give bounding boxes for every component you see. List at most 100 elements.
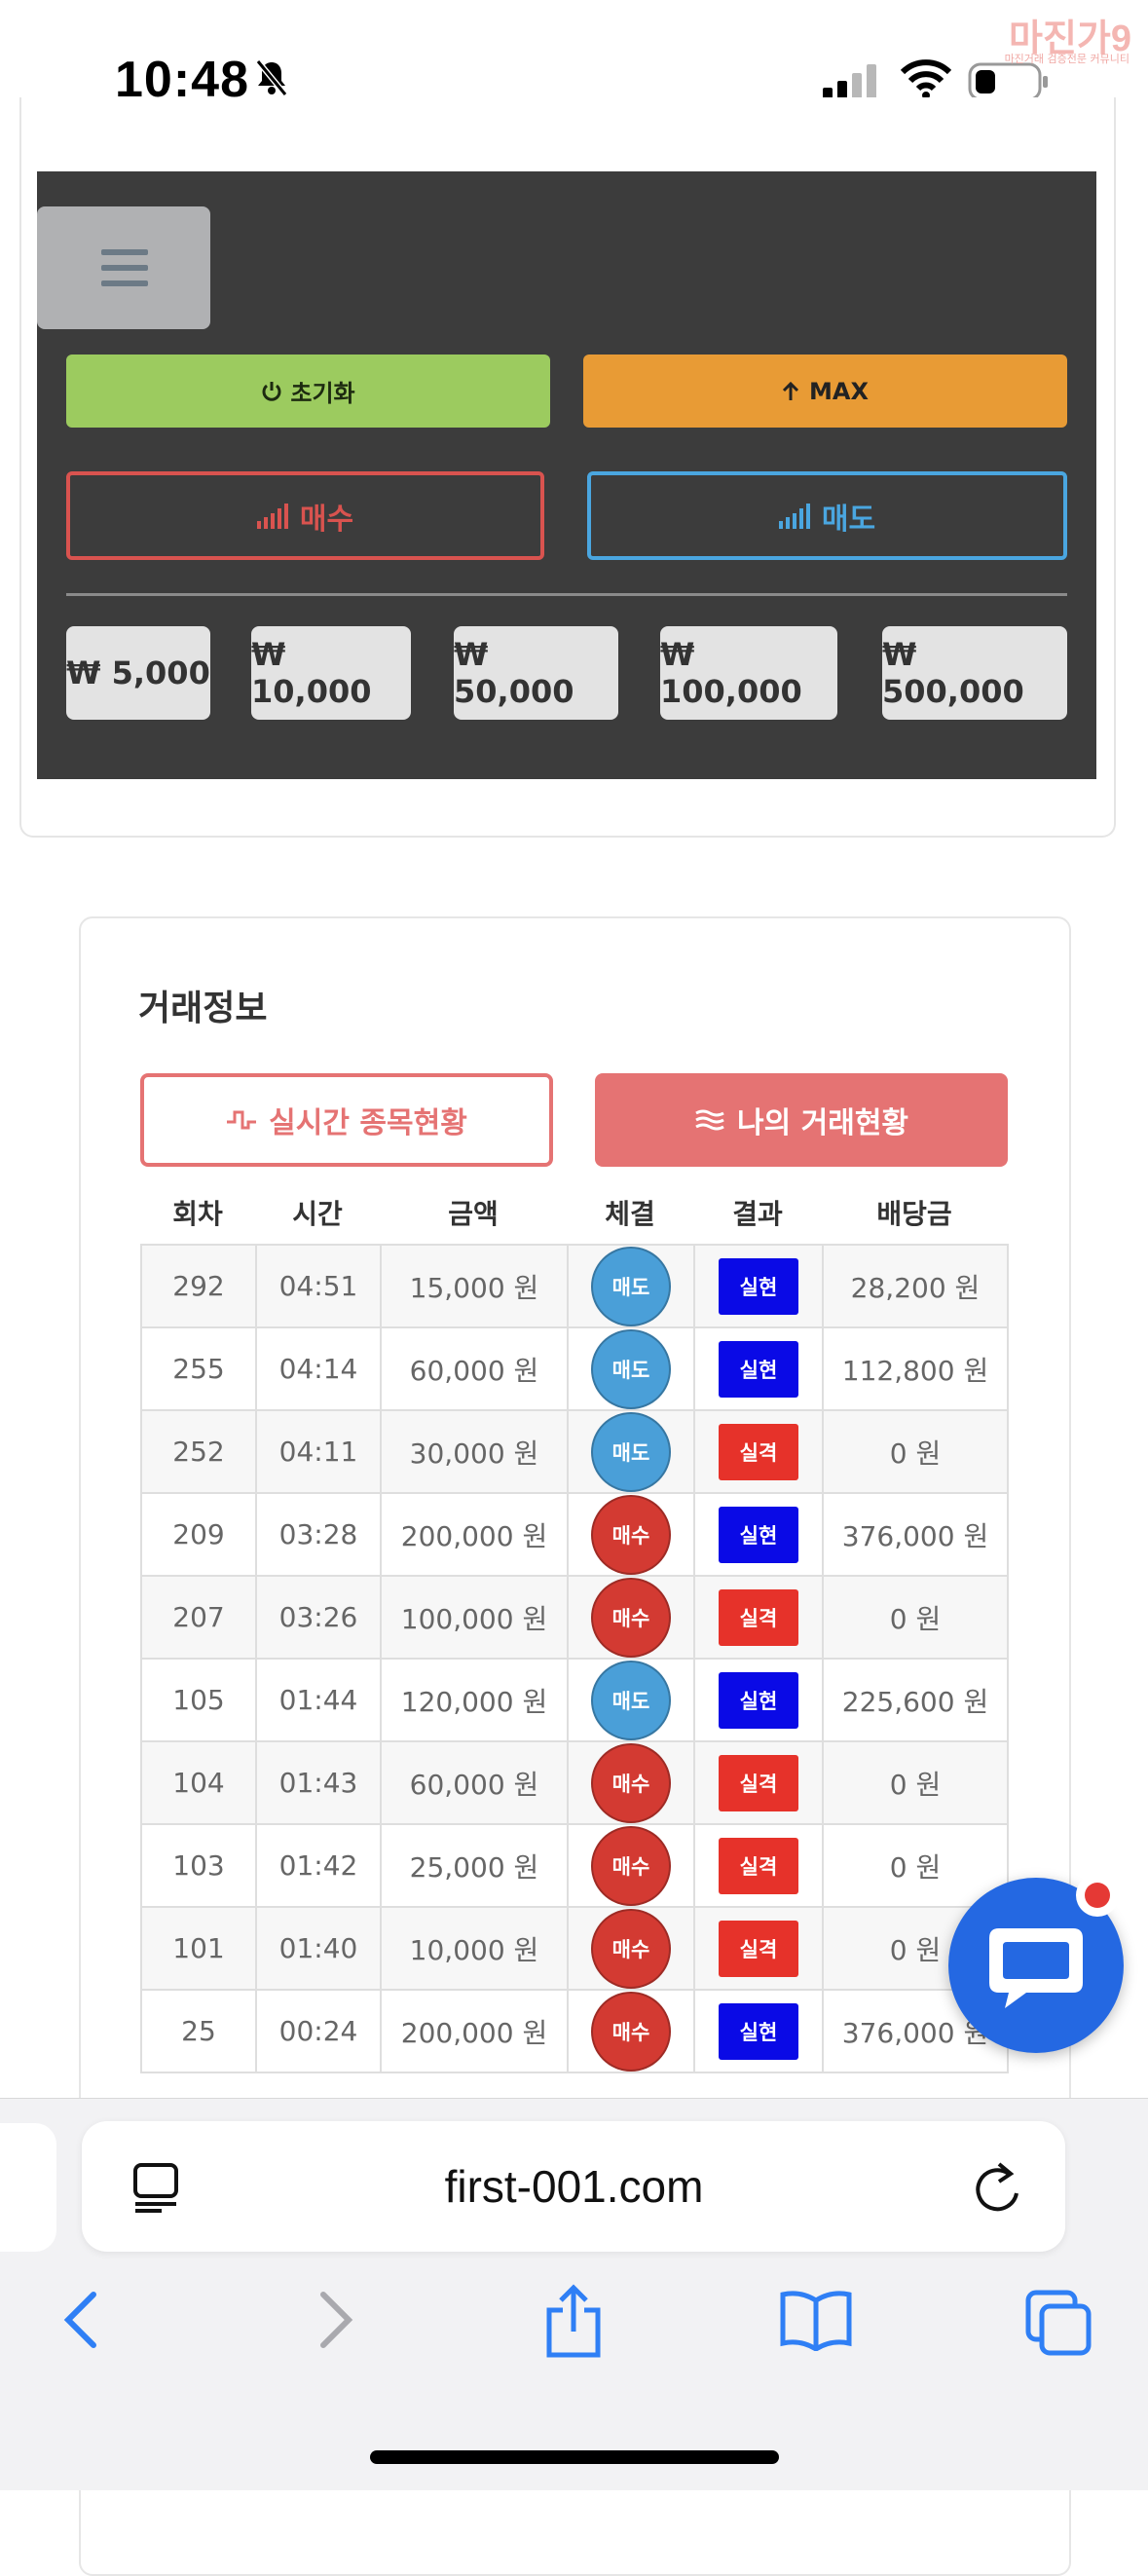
forward-icon[interactable]: [314, 2289, 356, 2351]
max-button[interactable]: MAX: [583, 355, 1067, 428]
url-text[interactable]: first-001.com: [444, 2161, 704, 2212]
watermark-logo: 마진가9: [1008, 19, 1131, 59]
table-row: 101 01:40 10,000 원 매수 실격 0 원: [140, 1906, 1009, 1991]
amount-button-100000[interactable]: ₩ 100,000: [660, 626, 837, 720]
amount-button-5000[interactable]: ₩ 5,000: [66, 626, 210, 720]
tab-my-trades[interactable]: 나의 거래현황: [595, 1073, 1008, 1167]
header-result: 결과: [732, 1198, 783, 1230]
cell-amount: 25,000 원: [380, 1823, 569, 1908]
cell-result: 실현: [693, 1326, 824, 1411]
buy-badge: 매수: [591, 1742, 671, 1823]
cell-payout: 112,800 원: [822, 1326, 1009, 1411]
disqualified-badge: 실격: [719, 1920, 798, 1977]
cell-side: 매수: [567, 1740, 695, 1825]
signal-bars-icon: [256, 503, 288, 529]
cell-round: 292: [140, 1244, 257, 1328]
cell-amount: 120,000 원: [380, 1658, 569, 1742]
cell-round: 103: [140, 1823, 257, 1908]
header-time: 시간: [292, 1198, 343, 1230]
cell-side: 매수: [567, 1575, 695, 1660]
cell-payout: 376,000 원: [822, 1492, 1009, 1577]
amount-button-10000[interactable]: ₩ 10,000: [251, 626, 411, 720]
cell-payout: 28,200 원: [822, 1244, 1009, 1328]
cell-result: 실격: [693, 1823, 824, 1908]
cell-result: 실격: [693, 1575, 824, 1660]
realized-badge: 실현: [719, 1340, 798, 1398]
cell-payout: 0 원: [822, 1575, 1009, 1660]
cell-result: 실격: [693, 1740, 824, 1825]
table-row: 255 04:14 60,000 원 매도 실현 112,800 원: [140, 1326, 1009, 1411]
cell-result: 실격: [693, 1409, 824, 1494]
page-settings-icon[interactable]: [132, 2162, 179, 2213]
cell-round: 105: [140, 1658, 257, 1742]
cell-result: 실현: [693, 1492, 824, 1577]
tab-live-label: 실시간 종목현황: [269, 1106, 467, 1140]
cell-round: 104: [140, 1740, 257, 1825]
address-bar[interactable]: [82, 2121, 1065, 2252]
power-icon: [262, 381, 281, 401]
buy-badge: 매수: [591, 1991, 671, 2072]
panel-divider: [66, 593, 1067, 596]
bell-slash-icon: [255, 59, 288, 96]
chat-notification-dot: [1085, 1883, 1110, 1908]
previous-tab-preview[interactable]: [0, 2123, 56, 2252]
cell-time: 04:51: [255, 1244, 382, 1328]
cell-time: 01:42: [255, 1823, 382, 1908]
reset-label: 초기화: [290, 380, 355, 407]
reload-icon[interactable]: [972, 2160, 1024, 2215]
disqualified-badge: 실격: [719, 1754, 798, 1811]
cell-round: 255: [140, 1326, 257, 1411]
cell-amount: 200,000 원: [380, 1492, 569, 1577]
cell-side: 매수: [567, 1492, 695, 1577]
cell-amount: 60,000 원: [380, 1326, 569, 1411]
max-label: MAX: [809, 377, 869, 405]
header-side: 체결: [605, 1198, 655, 1230]
cell-payout: 0 원: [822, 1740, 1009, 1825]
amount-button-50000[interactable]: ₩ 50,000: [454, 626, 618, 720]
buy-label: 매수: [299, 502, 354, 537]
header-payout: 배당금: [876, 1198, 952, 1230]
cell-side: 매도: [567, 1326, 695, 1411]
chat-bubble-icon: [989, 1928, 1083, 2008]
back-icon[interactable]: [60, 2289, 103, 2351]
sell-label: 매도: [821, 502, 876, 537]
amount-button-500000[interactable]: ₩ 500,000: [882, 626, 1067, 720]
header-round: 회차: [172, 1198, 223, 1230]
bookmarks-icon[interactable]: [779, 2289, 853, 2351]
table-row: 292 04:51 15,000 원 매도 실현 28,200 원: [140, 1244, 1009, 1328]
watermark-subtitle: 마진거래 검증전문 커뮤니티: [1004, 53, 1129, 65]
cell-amount: 15,000 원: [380, 1244, 569, 1328]
table-row: 207 03:26 100,000 원 매수 실격 0 원: [140, 1575, 1009, 1660]
tabs-icon[interactable]: [1024, 2289, 1092, 2357]
cell-amount: 30,000 원: [380, 1409, 569, 1494]
home-indicator: [370, 2450, 779, 2464]
cell-amount: 60,000 원: [380, 1740, 569, 1825]
tab-live-status[interactable]: 실시간 종목현황: [140, 1073, 553, 1167]
cell-payout: 0 원: [822, 1409, 1009, 1494]
cell-result: 실현: [693, 1989, 824, 2073]
cell-round: 25: [140, 1989, 257, 2073]
watermark: 마진가9 마진거래 검증전문 커뮤니티: [910, 8, 1139, 65]
share-icon[interactable]: [541, 2283, 606, 2361]
table-row: 25 00:24 200,000 원 매수 실현 376,000 원: [140, 1989, 1009, 2073]
cell-amount: 100,000 원: [380, 1575, 569, 1660]
realized-badge: 실현: [719, 2002, 798, 2060]
cell-payout: 0 원: [822, 1823, 1009, 1908]
cell-amount: 200,000 원: [380, 1989, 569, 2073]
tab-mine-label: 나의 거래현황: [736, 1106, 909, 1140]
cell-time: 01:40: [255, 1906, 382, 1991]
realized-badge: 실현: [719, 1257, 798, 1315]
cell-round: 209: [140, 1492, 257, 1577]
sell-badge: 매도: [591, 1246, 671, 1326]
realized-badge: 실현: [719, 1671, 798, 1729]
buy-badge: 매수: [591, 1577, 671, 1658]
sell-badge: 매도: [591, 1411, 671, 1492]
buy-button[interactable]: 매수: [66, 471, 544, 560]
buy-badge: 매수: [591, 1908, 671, 1989]
menu-button[interactable]: [37, 206, 210, 329]
signal-bars-icon: [778, 503, 810, 529]
cellular-signal-icon: [823, 64, 876, 99]
reset-button[interactable]: 초기화: [66, 355, 550, 428]
sell-button[interactable]: 매도: [587, 471, 1067, 560]
realized-badge: 실현: [719, 1506, 798, 1563]
